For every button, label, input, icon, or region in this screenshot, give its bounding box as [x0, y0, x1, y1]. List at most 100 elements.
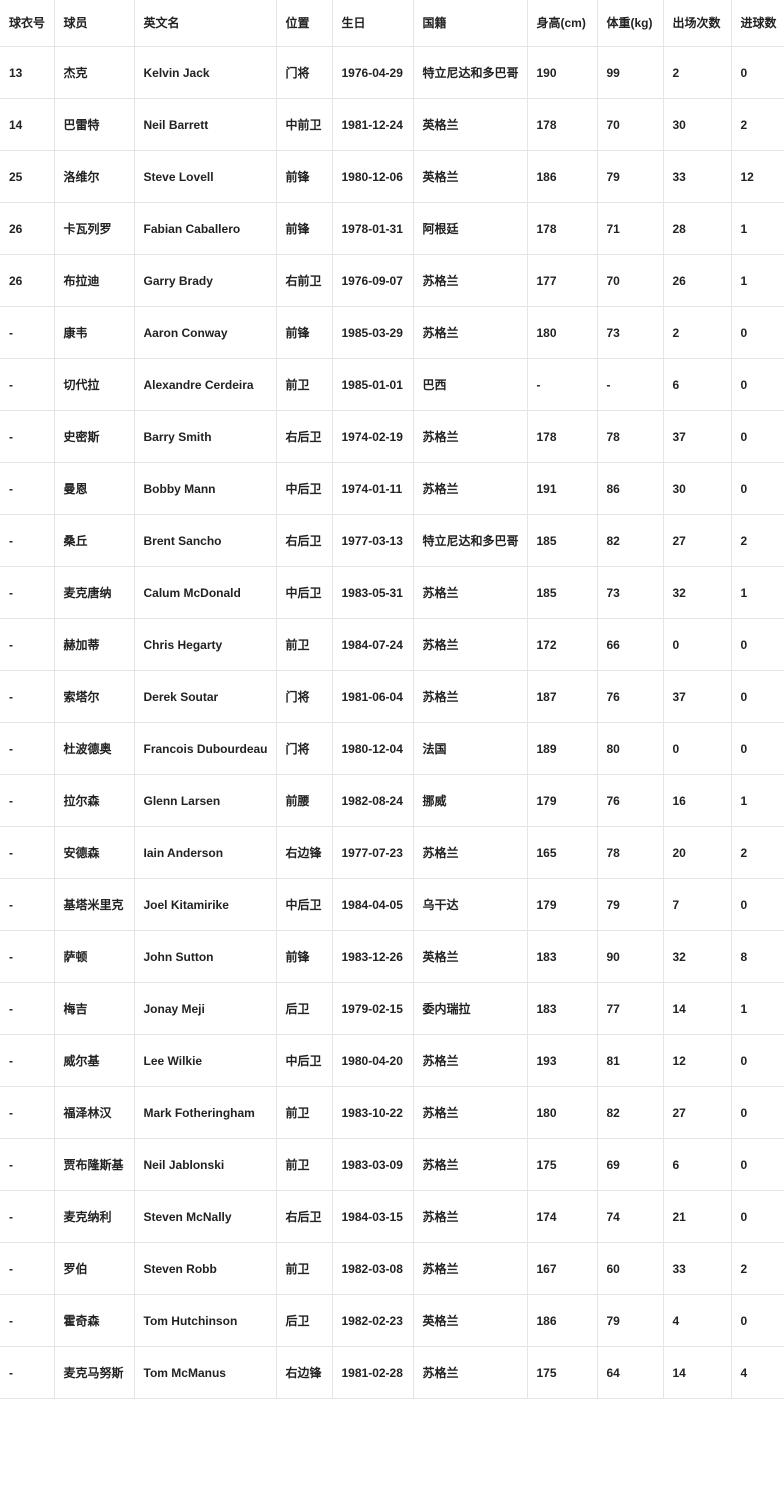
cell-goals: 2	[730, 826, 784, 879]
cell-nationality: 法国	[412, 722, 528, 775]
cell-height: 178	[526, 410, 598, 463]
cell-nationality: 苏格兰	[412, 1138, 528, 1191]
table-row: - 基塔米里克 Joel Kitamirike 中后卫 1984-04-05 乌干达 179…	[0, 878, 784, 931]
cell-goals: 0	[730, 1294, 784, 1347]
cell-jersey-number: -	[0, 1190, 55, 1243]
cell-birthday: 1974-02-19	[331, 410, 414, 463]
column-header-position: 位置	[275, 0, 333, 47]
cell-position: 前锋	[275, 930, 333, 983]
table-row: - 麦克纳利 Steven McNally 右后卫 1984-03-15 苏格兰 174 74…	[0, 1190, 784, 1243]
table-row: - 杜波德奥 Francois Dubourdeau 门将 1980-12-04 法国 18…	[0, 722, 784, 775]
cell-birthday: 1976-09-07	[331, 254, 414, 307]
cell-jersey-number: -	[0, 930, 55, 983]
cell-nationality: 苏格兰	[412, 1242, 528, 1295]
cell-english-name: Steven McNally	[133, 1190, 277, 1243]
cell-position: 前腰	[275, 774, 333, 827]
cell-nationality: 苏格兰	[412, 254, 528, 307]
cell-nationality: 苏格兰	[412, 670, 528, 723]
cell-nationality: 英格兰	[412, 930, 528, 983]
cell-weight: 99	[596, 46, 664, 99]
cell-appearances: 20	[662, 826, 732, 879]
cell-goals: 0	[730, 358, 784, 411]
table-row: - 霍奇森 Tom Hutchinson 后卫 1982-02-23 英格兰 186 79 4 0	[0, 1294, 784, 1347]
cell-weight: 77	[596, 982, 664, 1035]
cell-appearances: 7	[662, 878, 732, 931]
cell-english-name: Francois Dubourdeau	[133, 722, 277, 775]
cell-english-name: Glenn Larsen	[133, 774, 277, 827]
cell-position: 门将	[275, 46, 333, 99]
cell-birthday: 1984-03-15	[331, 1190, 414, 1243]
cell-position: 右前卫	[275, 254, 333, 307]
cell-nationality: 特立尼达和多巴哥	[412, 514, 528, 567]
cell-birthday: 1982-08-24	[331, 774, 414, 827]
cell-position: 右边锋	[275, 826, 333, 879]
cell-position: 右后卫	[275, 514, 333, 567]
cell-nationality: 苏格兰	[412, 1190, 528, 1243]
cell-position: 前卫	[275, 1242, 333, 1295]
table-row: - 贾布隆斯基 Neil Jablonski 前卫 1983-03-09 苏格兰 175 69…	[0, 1138, 784, 1191]
cell-player-name: 安德森	[53, 826, 135, 879]
cell-height: 193	[526, 1034, 598, 1087]
table-row: 13 杰克 Kelvin Jack 门将 1976-04-29 特立尼达和多巴哥 190 99…	[0, 46, 784, 99]
cell-jersey-number: 13	[0, 46, 55, 99]
squad-table: 球衣号 球员 英文名 位置 生日 国籍 身高(cm) 体重(kg) 出场次数 进球数 13 杰克 Ke…	[0, 0, 784, 1399]
table-row: - 索塔尔 Derek Soutar 门将 1981-06-04 苏格兰 187 76 37 0	[0, 670, 784, 723]
cell-height: 186	[526, 1294, 598, 1347]
cell-appearances: 32	[662, 930, 732, 983]
cell-goals: 2	[730, 514, 784, 567]
cell-height: 191	[526, 462, 598, 515]
cell-player-name: 梅吉	[53, 982, 135, 1035]
cell-jersey-number: -	[0, 618, 55, 671]
cell-goals: 12	[730, 150, 784, 203]
table-row: - 安德森 Iain Anderson 右边锋 1977-07-23 苏格兰 165 78 20…	[0, 826, 784, 879]
cell-english-name: Kelvin Jack	[133, 46, 277, 99]
cell-nationality: 苏格兰	[412, 826, 528, 879]
cell-position: 前锋	[275, 150, 333, 203]
cell-goals: 2	[730, 98, 784, 151]
column-header-weight: 体重(kg)	[596, 0, 664, 47]
cell-birthday: 1983-03-09	[331, 1138, 414, 1191]
cell-jersey-number: 25	[0, 150, 55, 203]
cell-jersey-number: -	[0, 826, 55, 879]
cell-jersey-number: -	[0, 1346, 55, 1399]
cell-appearances: 33	[662, 1242, 732, 1295]
cell-appearances: 2	[662, 306, 732, 359]
cell-jersey-number: -	[0, 1138, 55, 1191]
table-row: 26 布拉迪 Garry Brady 右前卫 1976-09-07 苏格兰 177 70 26 1	[0, 254, 784, 307]
cell-height: 172	[526, 618, 598, 671]
table-row: 26 卡瓦列罗 Fabian Caballero 前锋 1978-01-31 阿根廷 178…	[0, 202, 784, 255]
cell-player-name: 贾布隆斯基	[53, 1138, 135, 1191]
cell-goals: 1	[730, 202, 784, 255]
cell-birthday: 1985-03-29	[331, 306, 414, 359]
cell-height: 186	[526, 150, 598, 203]
column-header-nationality: 国籍	[412, 0, 528, 47]
cell-height: 183	[526, 982, 598, 1035]
cell-weight: 74	[596, 1190, 664, 1243]
cell-nationality: 英格兰	[412, 98, 528, 151]
column-header-player-name: 球员	[53, 0, 135, 47]
cell-position: 中后卫	[275, 1034, 333, 1087]
cell-birthday: 1984-04-05	[331, 878, 414, 931]
cell-appearances: 0	[662, 618, 732, 671]
cell-height: 185	[526, 514, 598, 567]
cell-weight: 78	[596, 410, 664, 463]
cell-height: 179	[526, 774, 598, 827]
cell-jersey-number: -	[0, 982, 55, 1035]
cell-goals: 0	[730, 46, 784, 99]
cell-jersey-number: -	[0, 410, 55, 463]
cell-nationality: 苏格兰	[412, 1086, 528, 1139]
cell-nationality: 英格兰	[412, 150, 528, 203]
cell-appearances: 16	[662, 774, 732, 827]
cell-birthday: 1980-12-06	[331, 150, 414, 203]
cell-nationality: 苏格兰	[412, 462, 528, 515]
cell-goals: 1	[730, 982, 784, 1035]
cell-player-name: 索塔尔	[53, 670, 135, 723]
cell-goals: 1	[730, 566, 784, 619]
cell-english-name: Tom McManus	[133, 1346, 277, 1399]
cell-player-name: 布拉迪	[53, 254, 135, 307]
cell-weight: 66	[596, 618, 664, 671]
cell-appearances: 27	[662, 514, 732, 567]
cell-nationality: 委内瑞拉	[412, 982, 528, 1035]
cell-player-name: 拉尔森	[53, 774, 135, 827]
table-row: - 梅吉 Jonay Meji 后卫 1979-02-15 委内瑞拉 183 77 14 1	[0, 982, 784, 1035]
